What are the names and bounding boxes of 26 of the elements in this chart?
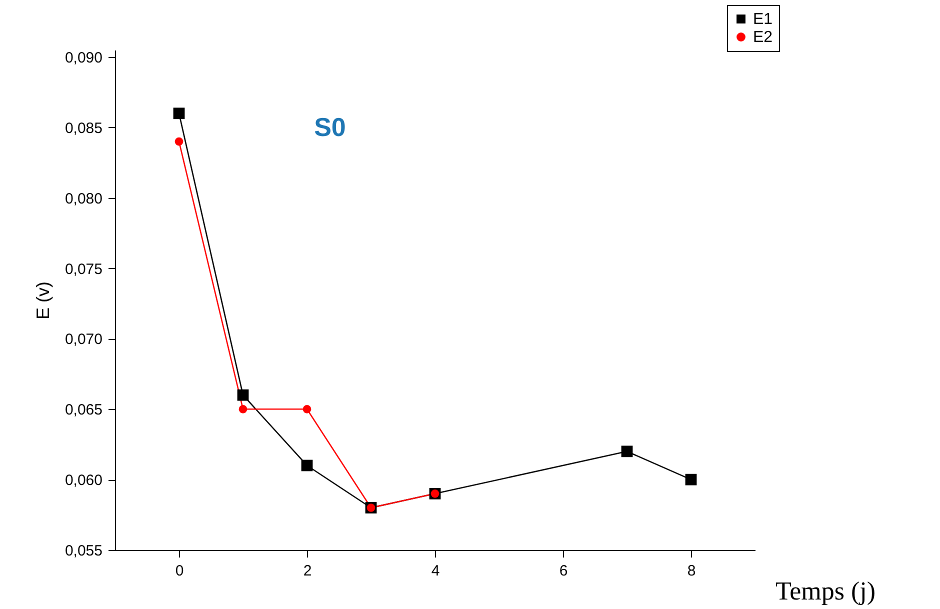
point <box>174 137 184 146</box>
y-tick-label: 0,070 <box>64 331 102 348</box>
annotation: S0 <box>314 112 346 142</box>
y-tick-label: 0,075 <box>64 260 102 278</box>
y-tick-label: 0,080 <box>64 190 102 208</box>
x-tick-label: 8 <box>687 562 696 580</box>
y-tick-label: 0,090 <box>64 50 102 67</box>
y-axis-title: E (v) <box>32 282 53 320</box>
point <box>238 404 248 414</box>
x-axis-title: Temps (j) <box>776 576 876 606</box>
point <box>237 389 249 401</box>
x-tick-label: 4 <box>431 562 440 580</box>
y-tick-label: 0,065 <box>64 402 102 419</box>
y-tick-label: 0,085 <box>64 120 102 137</box>
x-tick-label: 6 <box>559 562 568 580</box>
x-tick-label: 0 <box>175 562 184 580</box>
point <box>685 474 697 486</box>
point <box>302 404 312 414</box>
point <box>173 108 185 120</box>
legend-label: E2 <box>753 29 773 46</box>
x-tick-label: 2 <box>303 562 312 580</box>
point <box>301 460 313 472</box>
legend-label: E1 <box>753 11 773 28</box>
y-tick-label: 0,060 <box>64 472 102 490</box>
point <box>621 446 633 458</box>
y-tick-label: 0,055 <box>64 542 102 560</box>
